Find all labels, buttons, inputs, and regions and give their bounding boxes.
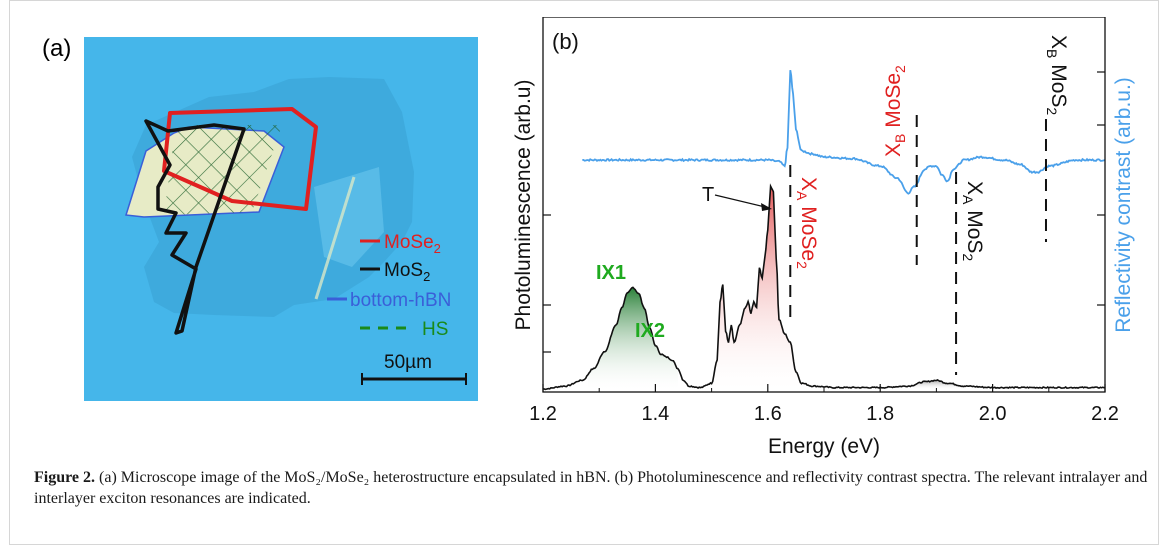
legend-hs-text: HS [422, 319, 448, 340]
series-lines [543, 70, 1105, 391]
xa-mos2-label: XA MoS2 [960, 181, 986, 261]
caption-text: (a) Microscope image of the MoS₂/MoSe₂ h… [34, 469, 1148, 507]
x-tick-label: 1.2 [529, 403, 557, 425]
figure-frame: (a) MoSe2 MoS2 [9, 0, 1159, 545]
x-axis-label: Energy (eV) [768, 435, 880, 458]
trion-label: T [702, 184, 714, 206]
x-tick-label: 2.2 [1091, 403, 1119, 425]
xb-mos2-label: XB MoS2 [1044, 35, 1070, 115]
panel-a-label: (a) [42, 35, 72, 62]
caption-label: Figure 2. [34, 469, 96, 486]
scale-bar-label: 50µm [384, 352, 432, 373]
ix2-label: IX2 [635, 320, 665, 342]
y-axis-label-right: Reflectivity contrast (arb.u.) [1112, 77, 1135, 333]
panel-b-label: (b) [552, 29, 579, 54]
legend-mose2-text: MoSe2 [384, 232, 441, 256]
x-tick-label: 1.4 [641, 403, 669, 425]
ix1-label: IX1 [596, 262, 626, 284]
resonance-markers [789, 115, 1047, 375]
xb-mose2-label: XB MoSe2 [882, 65, 908, 157]
mos2-outline [144, 119, 246, 335]
spectra-chart: 1.2 1.4 1.6 1.8 2.0 2.2 (b) Energy (eV) Photo… [512, 17, 1135, 458]
x-tick-label: 1.6 [754, 403, 782, 425]
reflectivity-series-line [582, 70, 1105, 195]
figure-caption: Figure 2. (a) Microscope image of the Mo… [34, 467, 1154, 509]
y-ticks [543, 71, 1105, 353]
trion-arrow [714, 194, 766, 208]
peak-fills [587, 186, 965, 389]
xa-mose2-label: XA MoSe2 [794, 177, 820, 269]
heterostructure-region [164, 125, 282, 215]
legend-hbn-text: bottom-hBN [350, 290, 451, 311]
legend-mos2-text: MoS2 [384, 260, 430, 284]
pl-series-line [543, 183, 1105, 391]
y-axis-label-left: Photoluminescence (arb.u) [512, 80, 535, 331]
microscope-image: MoSe2 MoS2 bottom-hBN HS 50µm [84, 37, 478, 401]
x-tick-label: 1.8 [866, 403, 894, 425]
x-ticks: 1.2 1.4 1.6 1.8 2.0 2.2 [529, 384, 1119, 425]
panel-a: (a) MoSe2 MoS2 [36, 35, 478, 401]
trion-arrow-head [761, 203, 772, 211]
ix-peak-fill [587, 287, 678, 389]
trion-peak-fill [711, 186, 802, 389]
mose2-outline [162, 107, 318, 211]
x-tick-label: 2.0 [979, 403, 1007, 425]
flake-streak [314, 176, 356, 300]
